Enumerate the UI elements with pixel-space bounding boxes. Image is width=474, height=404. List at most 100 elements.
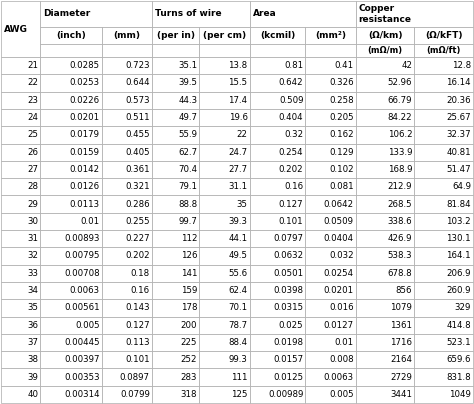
Bar: [414, 368, 473, 386]
Text: 66.79: 66.79: [388, 96, 412, 105]
Text: 0.0509: 0.0509: [324, 217, 354, 226]
Bar: [199, 27, 250, 44]
Text: 0.00708: 0.00708: [64, 269, 100, 278]
Text: 0.0253: 0.0253: [69, 78, 100, 87]
Text: 0.01: 0.01: [335, 338, 354, 347]
Bar: [1, 92, 40, 109]
Bar: [356, 299, 414, 316]
Bar: [40, 247, 101, 265]
Bar: [152, 178, 199, 196]
Text: 0.00893: 0.00893: [64, 234, 100, 243]
Bar: [356, 109, 414, 126]
Text: 29: 29: [27, 200, 38, 208]
Bar: [40, 27, 101, 44]
Text: 17.4: 17.4: [228, 96, 247, 105]
Text: 35: 35: [237, 200, 247, 208]
Bar: [152, 351, 199, 368]
Bar: [40, 282, 101, 299]
Bar: [1, 351, 40, 368]
Bar: [40, 126, 101, 143]
Text: (mΩ/m): (mΩ/m): [367, 46, 402, 55]
Text: 0.81: 0.81: [284, 61, 303, 70]
Text: 88.4: 88.4: [228, 338, 247, 347]
Bar: [356, 178, 414, 196]
Bar: [199, 44, 250, 57]
Bar: [101, 161, 152, 178]
Text: 206.9: 206.9: [447, 269, 471, 278]
Bar: [305, 386, 356, 403]
Bar: [305, 351, 356, 368]
Bar: [199, 74, 250, 92]
Bar: [250, 282, 305, 299]
Bar: [414, 74, 473, 92]
Text: 22: 22: [27, 78, 38, 87]
Bar: [40, 109, 101, 126]
Text: 0.0632: 0.0632: [273, 251, 303, 261]
Bar: [414, 161, 473, 178]
Bar: [305, 334, 356, 351]
Bar: [414, 230, 473, 247]
Text: 338.6: 338.6: [388, 217, 412, 226]
Text: 2729: 2729: [391, 372, 412, 381]
Text: 51.47: 51.47: [447, 165, 471, 174]
Bar: [40, 334, 101, 351]
Bar: [305, 230, 356, 247]
Text: 414.8: 414.8: [447, 321, 471, 330]
Bar: [1, 386, 40, 403]
Bar: [356, 143, 414, 161]
Text: 0.127: 0.127: [125, 321, 150, 330]
Bar: [152, 126, 199, 143]
Text: 0.0398: 0.0398: [273, 286, 303, 295]
Bar: [356, 213, 414, 230]
Text: 164.1: 164.1: [447, 251, 471, 261]
Bar: [1, 316, 40, 334]
Text: 0.00795: 0.00795: [64, 251, 100, 261]
Bar: [356, 265, 414, 282]
Text: 25: 25: [27, 130, 38, 139]
Bar: [199, 161, 250, 178]
Bar: [250, 161, 305, 178]
Bar: [305, 247, 356, 265]
Bar: [101, 265, 152, 282]
Text: 1049: 1049: [449, 390, 471, 399]
Bar: [199, 230, 250, 247]
Bar: [199, 57, 250, 74]
Text: 0.286: 0.286: [125, 200, 150, 208]
Bar: [152, 316, 199, 334]
Bar: [356, 247, 414, 265]
Text: 21: 21: [27, 61, 38, 70]
Text: 426.9: 426.9: [388, 234, 412, 243]
Bar: [356, 386, 414, 403]
Bar: [356, 196, 414, 213]
Text: 0.143: 0.143: [125, 303, 150, 312]
Bar: [250, 247, 305, 265]
Text: 0.455: 0.455: [125, 130, 150, 139]
Text: 30: 30: [27, 217, 38, 226]
Bar: [356, 230, 414, 247]
Bar: [40, 57, 101, 74]
Bar: [101, 109, 152, 126]
Text: Copper: Copper: [359, 4, 395, 13]
Bar: [414, 27, 473, 44]
Bar: [101, 126, 152, 143]
Text: (Ω/kFT): (Ω/kFT): [425, 31, 463, 40]
Bar: [414, 386, 473, 403]
Bar: [101, 92, 152, 109]
Text: 0.129: 0.129: [329, 147, 354, 157]
Text: 0.00353: 0.00353: [64, 372, 100, 381]
Text: 0.254: 0.254: [279, 147, 303, 157]
Text: AWG: AWG: [4, 25, 28, 34]
Text: 0.0125: 0.0125: [273, 372, 303, 381]
Bar: [152, 109, 199, 126]
Bar: [305, 265, 356, 282]
Text: 0.0285: 0.0285: [69, 61, 100, 70]
Text: 35.1: 35.1: [178, 61, 197, 70]
Bar: [356, 74, 414, 92]
Text: Diameter: Diameter: [43, 10, 91, 19]
Text: 88.8: 88.8: [178, 200, 197, 208]
Text: 111: 111: [231, 372, 247, 381]
Text: 0.0404: 0.0404: [324, 234, 354, 243]
Text: 39.3: 39.3: [228, 217, 247, 226]
Text: 33: 33: [27, 269, 38, 278]
Text: 39.5: 39.5: [178, 78, 197, 87]
